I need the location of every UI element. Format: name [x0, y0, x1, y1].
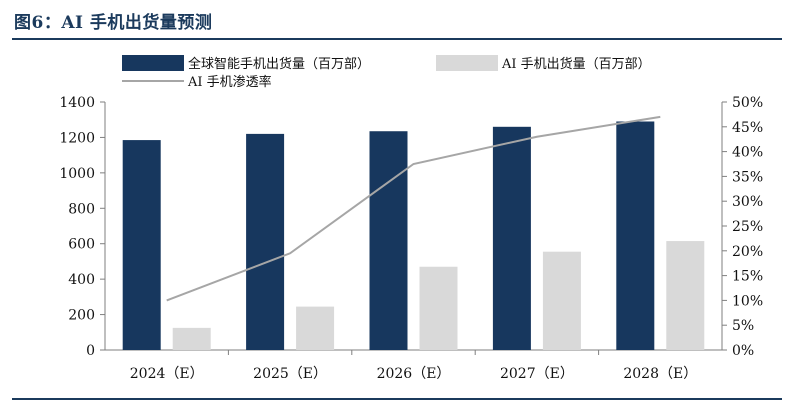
bar-ai-shipments	[296, 306, 335, 350]
y-left-tick-label: 1000	[59, 166, 95, 182]
y-left-tick-label: 400	[68, 272, 95, 288]
line-ai-penetration	[166, 115, 661, 302]
bottom-rule	[12, 398, 782, 400]
legend-label-ai: AI 手机出货量（百万部）	[501, 56, 651, 72]
y-right-tick-label: 20%	[732, 244, 763, 260]
y-right-tick-label: 50%	[732, 95, 763, 111]
y-left-tick-label: 1400	[59, 95, 95, 111]
y-left-tick-label: 600	[68, 237, 95, 253]
bar-global-shipments	[616, 121, 655, 350]
y-left-tick-label: 800	[68, 201, 95, 217]
y-right-tick-label: 30%	[732, 194, 763, 210]
plot-area: 0 200 400 600 800 1000 1200 1400 0% 5% 10% 15% 20% 25…	[59, 95, 763, 382]
y-left-tick-label: 200	[68, 308, 95, 324]
y-right-tick-label: 5%	[732, 318, 754, 334]
legend: 全球智能手机出货量（百万部） AI 手机出货量（百万部） AI 手机渗透率	[122, 55, 651, 90]
y-right-tick-label: 40%	[732, 145, 763, 161]
bar-ai-shipments	[419, 266, 458, 350]
x-tick-label: 2026（E）	[377, 366, 451, 382]
x-tick-label: 2027（E）	[500, 366, 574, 382]
y-left-tick-label: 0	[86, 343, 95, 359]
bar-ai-shipments	[666, 241, 705, 350]
y-right-tick-label: 25%	[732, 219, 763, 235]
x-tick-label: 2025（E）	[253, 366, 327, 382]
legend-swatch-ai	[436, 55, 498, 71]
top-rule	[12, 38, 782, 40]
legend-swatch-global	[122, 55, 184, 71]
bar-ai-shipments	[542, 251, 581, 350]
y-right-tick-label: 45%	[732, 120, 763, 136]
x-tick-label: 2028（E）	[623, 366, 697, 382]
y-left-tick-label: 1200	[59, 130, 95, 146]
y-right-tick-label: 0%	[732, 343, 754, 359]
bar-global-shipments	[369, 131, 408, 350]
chart-title: 图6：AI 手机出货量预测	[14, 13, 213, 33]
y-right-tick-label: 10%	[732, 293, 763, 309]
bar-global-shipments	[246, 133, 285, 350]
x-tick-label: 2024（E）	[130, 366, 204, 382]
y-right-tick-label: 15%	[732, 269, 763, 285]
bar-global-shipments	[122, 140, 161, 350]
y-right-tick-label: 35%	[732, 169, 763, 185]
legend-label-penetration: AI 手机渗透率	[187, 74, 272, 90]
legend-label-global: 全球智能手机出货量（百万部）	[188, 56, 370, 72]
bar-ai-shipments	[172, 327, 211, 350]
bar-global-shipments	[492, 126, 531, 350]
